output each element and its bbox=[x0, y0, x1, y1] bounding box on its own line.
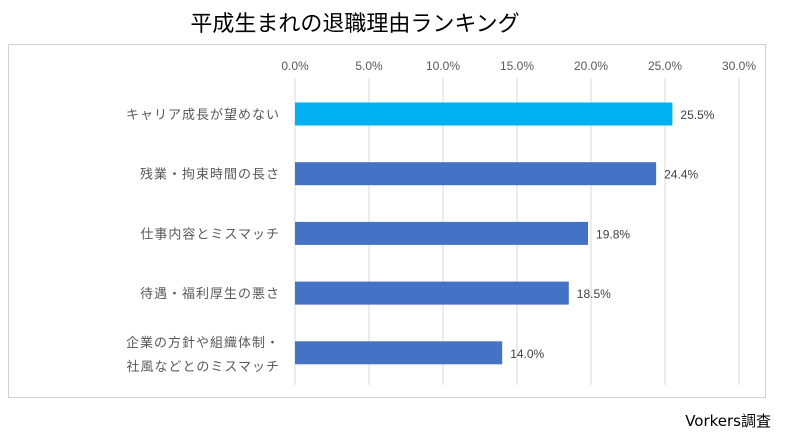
bar bbox=[295, 102, 673, 126]
x-tick-label: 30.0% bbox=[722, 59, 756, 73]
bar bbox=[295, 162, 657, 186]
x-tick-label: 20.0% bbox=[574, 59, 608, 73]
data-label: 19.8% bbox=[596, 227, 630, 241]
source-note: Vorkers調査 bbox=[685, 412, 771, 430]
data-label: 25.5% bbox=[680, 108, 714, 122]
x-tick-label: 5.0% bbox=[355, 59, 383, 73]
category-label: 企業の方針や組織体制・社風などとのミスマッチ bbox=[126, 335, 280, 375]
bar bbox=[295, 221, 589, 245]
x-tick-label: 25.0% bbox=[648, 59, 682, 73]
data-label: 24.4% bbox=[664, 168, 698, 182]
chart-area bbox=[8, 44, 766, 398]
x-tick-label: 0.0% bbox=[281, 59, 309, 73]
data-label: 18.5% bbox=[577, 287, 611, 301]
category-label: 仕事内容とミスマッチ bbox=[140, 226, 280, 242]
chart-title: 平成生まれの退職理由ランキング bbox=[190, 12, 520, 37]
data-label: 14.0% bbox=[510, 347, 544, 361]
x-tick-label: 10.0% bbox=[426, 59, 460, 73]
category-label: 残業・拘束時間の長さ bbox=[140, 167, 280, 183]
x-tick-label: 15.0% bbox=[500, 59, 534, 73]
bar bbox=[295, 341, 503, 365]
bar bbox=[295, 281, 569, 305]
category-label: キャリア成長が望めない bbox=[126, 107, 280, 123]
category-label: 待遇・福利厚生の悪さ bbox=[140, 287, 280, 302]
